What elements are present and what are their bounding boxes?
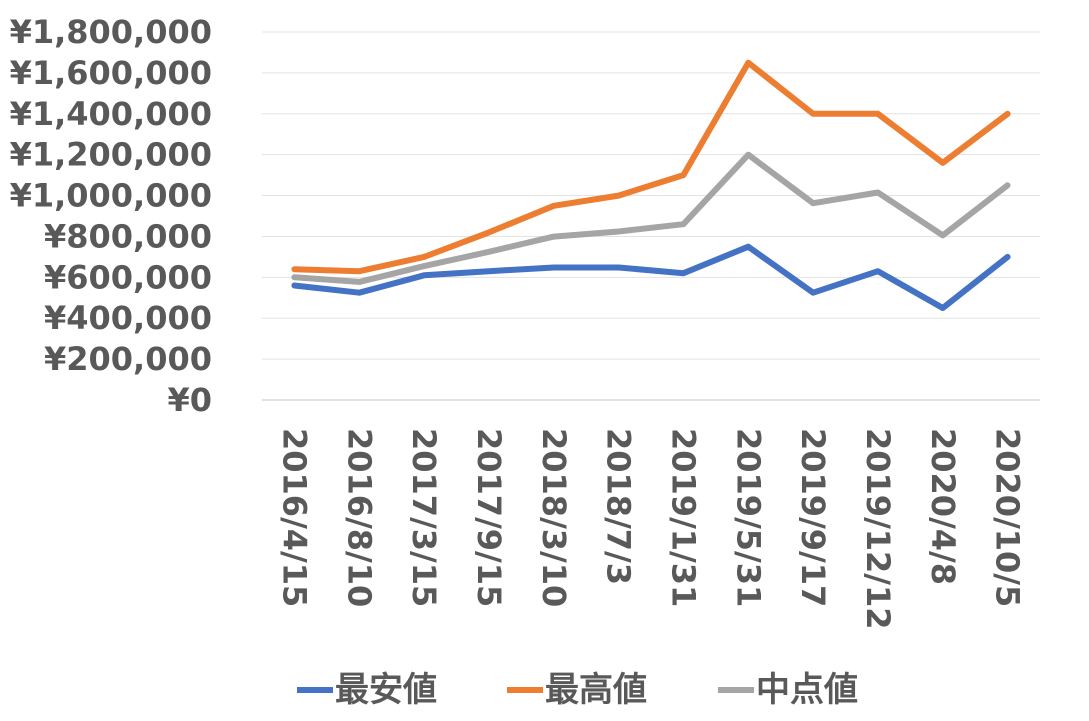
y-tick-label: ¥400,000: [44, 299, 212, 337]
series-line: [291, 59, 1011, 275]
legend: 最安値 最高値 中点値: [297, 670, 858, 710]
y-tick-label: ¥1,000,000: [10, 177, 212, 215]
x-tick-label: 2019/9/17: [794, 428, 832, 607]
y-tick-label: ¥0: [167, 381, 212, 419]
y-tick-label: ¥600,000: [44, 258, 212, 296]
x-tick-label: 2017/9/15: [470, 428, 508, 607]
y-tick-label: ¥1,800,000: [10, 13, 212, 51]
series-line: [291, 243, 1011, 311]
x-axis-ticks: 2016/4/15 2016/8/10 2017/3/15 2017/9/15 2018…: [275, 428, 1026, 630]
y-tick-label: ¥1,600,000: [10, 54, 212, 92]
x-tick-label: 2020/10/5: [989, 428, 1027, 607]
y-axis-ticks: ¥0¥200,000¥400,000¥600,000¥800,000¥1,000…: [10, 13, 212, 419]
series-lines: [291, 59, 1011, 311]
x-tick-label: 2019/1/31: [664, 428, 702, 607]
y-tick-label: ¥800,000: [44, 217, 212, 255]
x-tick-label: 2016/4/15: [275, 428, 313, 607]
legend-item: 最安値: [297, 670, 437, 710]
legend-item: 最高値: [507, 670, 647, 710]
y-tick-label: ¥1,200,000: [10, 136, 212, 174]
x-tick-label: 2018/3/10: [535, 428, 573, 607]
x-tick-label: 2020/4/8: [924, 428, 962, 585]
legend-label: 中点値: [756, 670, 858, 710]
x-tick-label: 2019/5/31: [729, 428, 767, 607]
gridlines: [262, 31, 1040, 401]
y-tick-label: ¥200,000: [44, 340, 212, 378]
x-tick-label: 2018/7/3: [600, 428, 638, 585]
x-tick-label: 2016/8/10: [340, 428, 378, 607]
legend-item: 中点値: [718, 670, 858, 710]
y-tick-label: ¥1,400,000: [10, 95, 212, 133]
series-line: [291, 151, 1011, 285]
x-tick-label: 2017/3/15: [405, 428, 443, 607]
legend-label: 最安値: [335, 670, 437, 710]
x-tick-label: 2019/12/12: [859, 428, 897, 630]
legend-label: 最高値: [545, 670, 647, 710]
